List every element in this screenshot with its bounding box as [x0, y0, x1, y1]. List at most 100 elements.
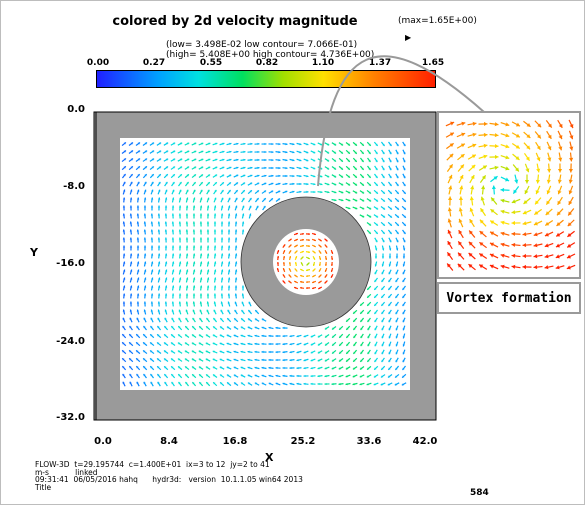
velocity-arrowhead	[186, 142, 190, 145]
velocity-arrows	[121, 141, 407, 387]
velocity-arrowhead	[340, 183, 344, 186]
velocity-arrowhead	[500, 264, 505, 269]
velocity-arrowhead	[566, 265, 571, 270]
velocity-arrowhead	[200, 174, 203, 177]
velocity-arrowhead	[136, 350, 139, 353]
velocity-arrowhead	[360, 367, 363, 370]
velocity-arrowhead	[360, 311, 363, 314]
velocity-arrowhead	[389, 191, 392, 194]
velocity-arrowhead	[220, 213, 224, 216]
velocity-arrowhead	[556, 222, 561, 226]
velocity-arrowhead	[381, 359, 384, 363]
x-tick-label: 25.2	[290, 436, 316, 447]
velocity-arrowhead	[382, 159, 385, 163]
velocity-arrowhead	[361, 143, 364, 146]
velocity-arrowhead	[382, 207, 386, 210]
velocity-arrowhead	[240, 334, 243, 337]
velocity-arrowhead	[494, 165, 499, 170]
velocity-arrowhead	[480, 208, 485, 213]
velocity-arrowhead	[157, 342, 160, 345]
velocity-arrowhead	[226, 334, 229, 337]
velocity-arrowhead	[157, 366, 160, 369]
velocity-arrowhead	[241, 293, 245, 296]
velocity-arrowhead	[360, 343, 363, 347]
velocity-arrowhead	[213, 205, 217, 208]
velocity-arrowhead	[129, 253, 133, 256]
velocity-arrowhead	[522, 232, 527, 237]
velocity-arrowhead	[568, 211, 572, 216]
velocity-arrowhead	[157, 381, 160, 385]
velocity-arrowhead	[382, 239, 385, 243]
velocity-arrowhead	[185, 382, 188, 385]
velocity-arrowhead	[294, 274, 297, 277]
inset-leader-line	[317, 55, 485, 187]
y-tick-label: 0.0	[67, 104, 85, 115]
velocity-arrowhead	[522, 264, 527, 270]
velocity-arrowhead	[136, 293, 140, 296]
velocity-arrowhead	[122, 366, 125, 369]
velocity-arrowhead	[303, 382, 306, 386]
velocity-arrowhead	[313, 251, 316, 254]
velocity-arrowhead	[240, 358, 243, 361]
velocity-arrowhead	[375, 248, 378, 251]
velocity-arrowhead	[483, 143, 488, 148]
velocity-arrowhead	[310, 351, 313, 354]
velocity-arrowhead	[324, 269, 327, 272]
velocity-arrowhead	[483, 132, 488, 137]
velocity-arrowhead	[157, 326, 160, 329]
velocity-arrowhead	[261, 334, 264, 338]
velocity-arrowhead	[458, 241, 463, 246]
velocity-arrowhead	[158, 142, 162, 145]
velocity-arrowhead	[313, 182, 316, 186]
velocity-arrowhead	[368, 207, 372, 210]
velocity-arrowhead	[382, 231, 385, 234]
velocity-arrowhead	[555, 265, 560, 270]
velocity-arrowhead	[191, 366, 195, 369]
velocity-arrowhead	[402, 295, 405, 298]
velocity-arrowhead	[256, 198, 259, 201]
velocity-arrowhead	[347, 143, 350, 146]
velocity-arrowhead	[151, 174, 154, 177]
velocity-arrowhead	[447, 241, 452, 246]
velocity-arrowhead	[374, 256, 378, 259]
velocity-arrowhead	[368, 199, 372, 202]
velocity-arrowhead	[402, 320, 405, 323]
velocity-arrowhead	[367, 343, 370, 347]
velocity-arrowhead	[136, 381, 139, 385]
velocity-arrowhead	[361, 159, 364, 162]
velocity-arrowhead	[186, 174, 189, 177]
velocity-arrowhead	[366, 383, 369, 386]
velocity-arrowhead	[236, 158, 239, 162]
velocity-arrowhead	[151, 158, 155, 161]
velocity-arrowhead	[381, 287, 384, 290]
velocity-arrowhead	[247, 358, 250, 362]
velocity-arrowhead	[170, 342, 174, 345]
velocity-arrowhead	[192, 205, 196, 208]
velocity-arrowhead	[514, 179, 519, 184]
velocity-arrowhead	[214, 189, 217, 193]
velocity-arrowhead	[346, 335, 349, 338]
velocity-arrowhead	[331, 251, 334, 254]
velocity-arrowhead	[212, 358, 215, 361]
velocity-arrowhead	[228, 174, 232, 177]
velocity-arrowhead	[157, 374, 160, 377]
velocity-arrowhead	[306, 281, 308, 284]
velocity-arrowhead	[310, 367, 313, 370]
velocity-arrowhead	[150, 213, 154, 216]
velocity-arrowhead	[236, 166, 239, 169]
velocity-arrowhead	[268, 326, 271, 329]
velocity-arrowhead	[347, 191, 351, 194]
velocity-arrowhead	[250, 142, 253, 146]
velocity-arrowhead	[200, 269, 203, 272]
velocity-arrowhead	[271, 158, 274, 162]
footer-line: Title	[35, 482, 52, 492]
velocity-arrowhead	[171, 213, 175, 216]
velocity-arrowhead	[388, 287, 391, 290]
velocity-arrowhead	[374, 359, 377, 362]
velocity-arrowhead	[388, 336, 391, 339]
velocity-arrowhead	[368, 167, 371, 171]
high-range-label: (high= 5.408E+00 high contour= 4.736E+00…	[166, 50, 375, 60]
velocity-arrowhead	[395, 272, 398, 275]
velocity-arrowhead	[395, 248, 399, 251]
velocity-arrowhead	[367, 319, 370, 323]
